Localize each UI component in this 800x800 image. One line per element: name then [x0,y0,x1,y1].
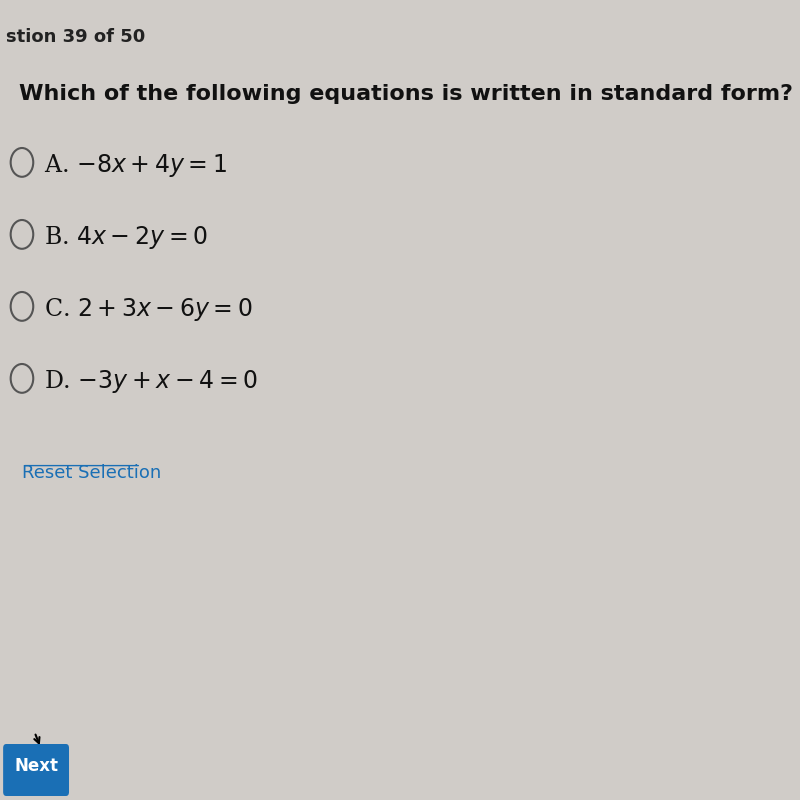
FancyBboxPatch shape [3,744,69,796]
Text: Next: Next [14,757,58,775]
Text: C. $2 + 3x - 6y = 0$: C. $2 + 3x - 6y = 0$ [44,296,253,323]
Text: Which of the following equations is written in standard form?: Which of the following equations is writ… [19,84,793,104]
Text: stion 39 of 50: stion 39 of 50 [6,28,146,46]
Text: B. $4x - 2y = 0$: B. $4x - 2y = 0$ [44,224,208,251]
Text: D. $-3y + x - 4 = 0$: D. $-3y + x - 4 = 0$ [44,368,258,395]
Text: A. $-8x + 4y = 1$: A. $-8x + 4y = 1$ [44,152,226,179]
Text: Reset Selection: Reset Selection [22,464,162,482]
